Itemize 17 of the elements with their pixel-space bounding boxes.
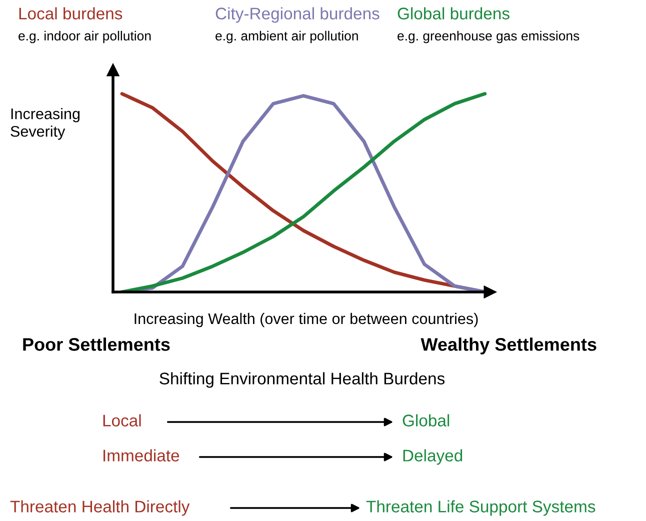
text: Local burdens: [19, 7, 122, 20]
text: Immediate: [104, 449, 180, 462]
text: e.g. ambient air pollution: [216, 30, 358, 44]
text: Threaten Life Support Systems: [366, 500, 596, 516]
text: Global: [402, 414, 450, 426]
x-axis-title: Increasing Wealth (over time or between countries): [134, 312, 478, 328]
text: City-Regional burdens: [216, 7, 380, 23]
text: e.g. greenhouse gas emissions: [398, 30, 580, 44]
text: Delayed: [403, 449, 462, 465]
text: Global burdens: [398, 7, 510, 20]
text: Wealthy Settlements: [420, 338, 596, 354]
text: Local: [103, 414, 141, 426]
text: e.g. indoor air pollution: [18, 30, 151, 44]
text: Threaten Health Directly: [10, 500, 190, 516]
text: Poor Settlements: [23, 338, 170, 351]
text: Shifting Environmental Health Burdens: [160, 372, 445, 388]
y-axis-title: Increasing Severity: [10, 108, 80, 140]
